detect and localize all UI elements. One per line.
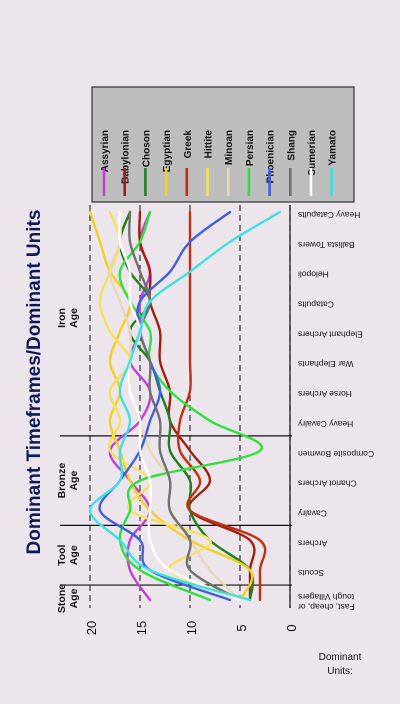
legend: Assyrian Babylonian Choson Egyptian Greek Hit… bbox=[100, 130, 339, 196]
legend-label-minoan: Minoan bbox=[224, 130, 235, 165]
legend-label-sumerian: Sumerian bbox=[307, 130, 318, 176]
x-tick-label: Fast, cheap, ortough Villagers bbox=[298, 592, 355, 612]
legend-label-assyrian: Assyrian bbox=[100, 130, 111, 172]
y-tick-label: 0 bbox=[284, 624, 299, 631]
series-layer bbox=[88, 210, 282, 602]
y-axis-label: Dominant Units: bbox=[319, 652, 362, 677]
x-tick-label: Elephant Archers bbox=[298, 329, 363, 339]
era-labels: StoneAge ToolAge BronzeAge IronAge bbox=[56, 308, 80, 613]
x-tick-label: Heavy Catapults bbox=[298, 210, 360, 220]
series-line-persian bbox=[118, 210, 264, 602]
y-tick-label: 10 bbox=[184, 621, 199, 635]
chart-title: Dominant Timeframes/Dominant Units bbox=[24, 210, 45, 555]
x-tick-label: Ballista Towers bbox=[298, 240, 355, 250]
series-line-greek bbox=[176, 210, 267, 602]
x-tick-label: Catapults bbox=[298, 300, 334, 310]
legend-label-persian: Persian bbox=[245, 130, 256, 166]
era-label: BronzeAge bbox=[56, 463, 80, 499]
legend-label-babylonian: Babylonian bbox=[121, 130, 132, 184]
y-tick-label: 5 bbox=[234, 624, 249, 631]
legend-label-shang: Shang bbox=[286, 130, 297, 161]
x-tick-label: Composite Bowmen bbox=[298, 449, 374, 459]
x-tick-label: Scouts bbox=[298, 568, 324, 578]
era-label: ToolAge bbox=[56, 544, 80, 565]
x-tick-label: Horse Archers bbox=[298, 389, 352, 399]
series-line-babylonian bbox=[138, 210, 256, 602]
x-tick-label: Chariot Archers bbox=[298, 479, 357, 489]
era-label: IronAge bbox=[56, 308, 80, 328]
x-tick-label: Heavy Cavalry bbox=[297, 419, 353, 429]
x-tick-label: War Elephants bbox=[298, 359, 353, 369]
era-label: StoneAge bbox=[56, 584, 80, 613]
x-ticks: Fast, cheap, ortough Villagers Scouts Arch… bbox=[297, 210, 374, 612]
series-line-shang bbox=[128, 210, 242, 602]
legend-label-hittite: Hittite bbox=[204, 130, 215, 159]
series-line-phoenician bbox=[98, 210, 232, 602]
x-tick-label: Cavalry bbox=[297, 508, 327, 518]
legend-label-egyptian: Egyptian bbox=[162, 130, 173, 172]
legend-label-yamato: Yamato bbox=[328, 130, 339, 166]
legend-label-greek: Greek bbox=[183, 130, 194, 159]
series-line-hittite bbox=[98, 210, 252, 602]
series-line-yamato bbox=[88, 210, 282, 602]
legend-label-choson: Choson bbox=[141, 130, 152, 167]
series-line-sumerian bbox=[118, 210, 242, 602]
x-tick-label: Archers bbox=[298, 538, 327, 548]
legend-label-phoenician: Phoenician bbox=[266, 130, 277, 183]
x-tick-label: Helopoli bbox=[298, 270, 329, 280]
y-ticks: 0 5 10 15 20 bbox=[84, 621, 299, 635]
y-tick-label: 20 bbox=[84, 621, 99, 635]
y-tick-label: 15 bbox=[134, 621, 149, 635]
